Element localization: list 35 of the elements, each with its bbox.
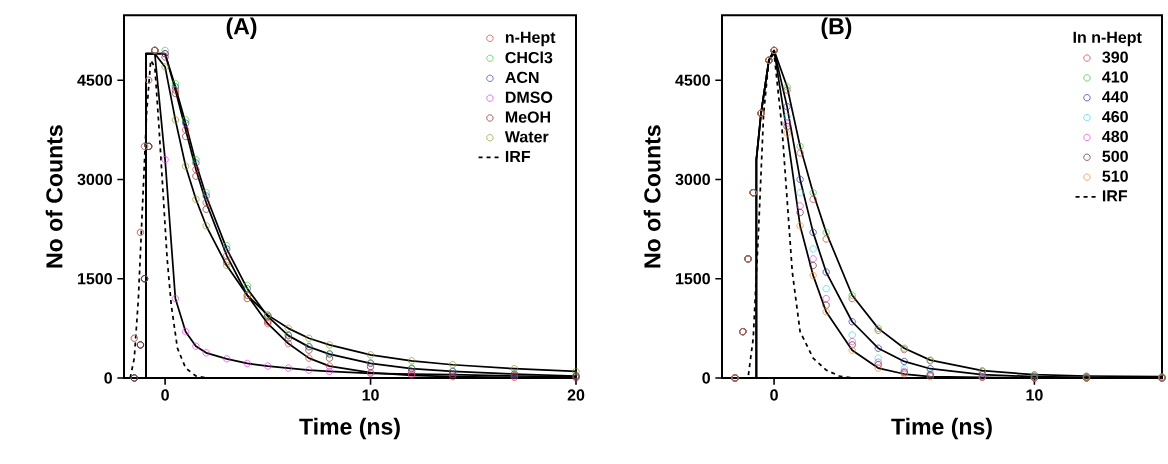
y-tick-label: 1500 — [78, 273, 112, 285]
chart-title: (B) — [821, 17, 852, 39]
y-tick-label: 4500 — [675, 74, 710, 86]
legend-title: In n-Hept — [1073, 31, 1142, 47]
y-axis-title: No of Counts — [643, 125, 661, 268]
y-tick-label: 0 — [702, 372, 710, 384]
x-tick-label: 0 — [770, 389, 778, 401]
y-tick-label: 3000 — [77, 173, 112, 186]
x-tick-label: 10 — [362, 389, 379, 401]
legend-label: 480 — [1102, 130, 1128, 143]
x-axis-title: Time (ns) — [299, 417, 400, 440]
legend-label: DMSO — [505, 91, 553, 103]
legend-label: 440 — [1102, 91, 1128, 103]
legend-label: 460 — [1102, 111, 1128, 123]
legend-label: Water — [504, 131, 549, 143]
x-tick-label: 20 — [567, 389, 585, 401]
y-tick-label: 0 — [104, 372, 112, 384]
legend-label: 410 — [1102, 71, 1128, 83]
x-tick-label: 0 — [161, 389, 169, 401]
y-tick-label: 4500 — [77, 74, 112, 86]
legend-label: CHCl3 — [505, 51, 553, 64]
x-tick-label: 10 — [1026, 389, 1043, 401]
y-tick-label: 3000 — [675, 173, 710, 186]
y-axis-title: No of Counts — [45, 125, 63, 268]
legend-label: ACN — [505, 71, 539, 84]
legend-label: 390 — [1102, 51, 1128, 63]
legend-label: 500 — [1102, 150, 1128, 162]
chart-title: (A) — [226, 17, 257, 39]
legend-label: IRF — [1102, 190, 1128, 202]
legend-label: 510 — [1102, 170, 1128, 182]
x-axis-title: Time (ns) — [891, 417, 992, 440]
legend-label: n-Hept — [505, 31, 556, 47]
y-tick-label: 1500 — [676, 273, 710, 285]
legend-label: IRF — [505, 150, 531, 162]
legend-label: MeOH — [505, 111, 550, 123]
